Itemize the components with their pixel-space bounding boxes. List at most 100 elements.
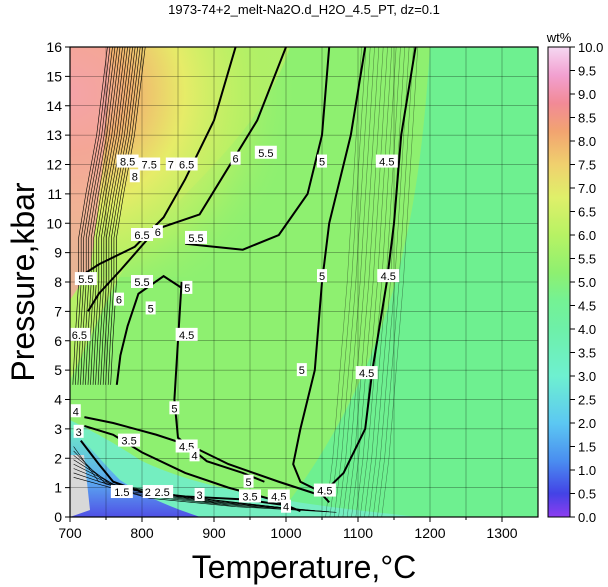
contour-label-bg [165,157,176,171]
contour-label-bg [254,145,277,159]
colorbar-tick-label: 1.5 [578,440,596,455]
contour-label: 6 [233,154,239,166]
contour-label-bg [151,485,174,499]
contour-label-bg [375,154,398,168]
colorbar-tick-label: 5.0 [578,275,596,290]
x-tick-label: 1200 [414,525,445,541]
contour-label: 7 [168,160,174,172]
contour-label: 5.5 [134,277,149,289]
colorbar-tick-label: 8.5 [578,111,596,126]
contour-label: 4.5 [379,157,394,169]
contour-label: 5 [299,365,305,377]
y-tick-label: 1 [54,480,62,496]
contour-label-bg [230,151,241,165]
contour-label-bg [131,228,153,241]
colorbar-tick-label: 9.0 [578,87,596,102]
contour-line [347,47,384,517]
colorbar-ticks: 0.0 0.5 1.0 1.5 2.0 2.5 3.0 3.5 4.0 4.5 5.0 5.5 6.0 6… [570,40,603,525]
x-tick-label: 900 [202,525,226,541]
contour-label-bg [313,483,336,497]
contour-line [364,47,401,517]
x-tick-label: 1000 [270,525,301,541]
y-tick-label: 11 [47,186,62,202]
colorbar-tick-label: 2.5 [578,393,596,408]
y-tick-label: 2 [54,450,62,466]
y-tick-label: 13 [46,127,62,143]
contour-label-bg [194,487,205,501]
contour-label-bg [113,292,124,306]
contour-label: 6.5 [72,330,87,342]
contour-label-bg [317,269,327,283]
x-axis: 700 800 900 1000 1100 1200 1300 [58,517,518,541]
contour-label-bg [110,485,133,499]
contour-line [355,47,393,517]
colorbar-tick-label: 0.5 [578,487,596,502]
y-axis-label: Pressure,kbar [5,182,41,382]
contour-label-bg [239,489,261,503]
x-tick-label: 1300 [486,525,517,541]
contour-label: 2 [145,487,151,499]
y-tick-label: 14 [46,98,62,114]
contour-label: 3.5 [242,491,257,503]
plot-area: 8.5 8 7.5 7 6.5 6 5.5 5 4.5 6.5 6 5.5 6 5.5 5 5 4.5 5 4.5 5… [70,47,538,517]
y-tick-label: 7 [54,303,62,319]
colorbar-tick-label: 8.0 [578,134,596,149]
contour-label: 4.5 [179,330,194,342]
colorbar-tick-label: 7.0 [578,181,596,196]
contour-line [73,472,330,513]
contour-label: 6 [155,227,161,239]
contour-label: 5 [148,303,154,315]
contour-label-bg [175,327,198,341]
contour-line [325,47,362,517]
contour-label: 5.5 [258,148,273,160]
colorbar-tick-label: 4.0 [578,322,596,337]
contour-line [351,47,388,517]
contour-label-bg [377,269,400,283]
contour-label: 4 [73,406,79,418]
colorbar-tick-label: 1.0 [578,463,596,478]
x-tick-label: 1100 [343,525,373,541]
y-tick-label: 6 [54,333,62,349]
contour-label-bg [138,157,161,171]
y-tick-label: 4 [54,392,62,408]
contour-label: 8 [132,171,138,183]
colorbar [547,46,571,518]
contour-label: 4 [283,502,289,514]
contour-label-bg [142,485,153,499]
contour-line [115,274,183,385]
contour-label: 6 [116,295,122,307]
contour-label: 6.5 [134,230,149,242]
colorbar-tick-label: 7.5 [578,158,596,173]
contour-line [329,47,367,517]
contour-label-bg [317,154,327,168]
contour-line [342,47,380,517]
colorbar-tick-label: 9.5 [578,64,596,79]
y-tick-label: 0 [54,509,62,525]
contour-label-bg [185,230,207,244]
x-axis-label: Temperature,°C [192,549,416,585]
contour-line [334,47,371,517]
contour-label-bg [355,366,378,380]
y-tick-label: 15 [46,68,62,84]
contour-label-bg [145,301,156,315]
contour-label-bg [70,327,91,341]
contour-line [359,47,397,517]
contour-label: 3 [197,490,203,502]
contour-label: 7.5 [142,160,157,172]
contour-label-bg [131,275,153,288]
x-tick-label: 800 [130,525,154,541]
contour-label-bg [175,157,198,171]
colorbar-label: wt% [546,30,572,45]
colorbar-tick-label: 4.5 [578,299,596,314]
contour-label: 4.5 [317,486,332,498]
contour-line [338,47,375,517]
contour-label: 5 [171,403,177,415]
y-tick-label: 16 [46,39,62,55]
contour-label: 3.5 [121,436,136,448]
contour-label-bg [267,489,290,503]
x-tick-label: 700 [58,525,82,541]
colorbar-tick-label: 6.0 [578,228,596,243]
contour-line [377,47,414,517]
